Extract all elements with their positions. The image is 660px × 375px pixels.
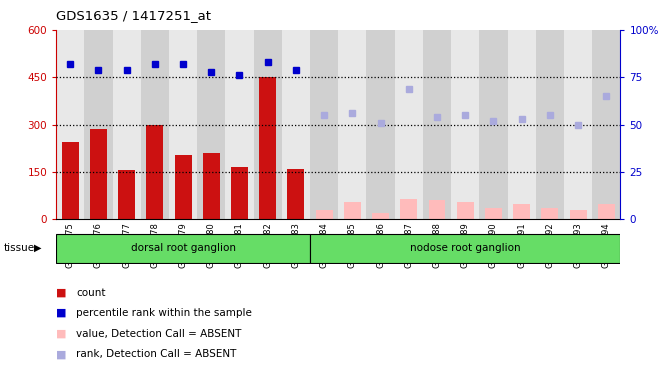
Bar xyxy=(253,30,282,219)
Bar xyxy=(225,30,253,219)
Bar xyxy=(338,30,366,219)
Bar xyxy=(536,30,564,219)
Bar xyxy=(62,142,79,219)
Bar xyxy=(282,30,310,219)
Bar xyxy=(259,77,276,219)
Bar xyxy=(197,30,226,219)
Bar xyxy=(508,30,536,219)
Bar xyxy=(310,234,620,263)
Bar xyxy=(592,30,620,219)
Text: ▶: ▶ xyxy=(34,243,42,253)
Text: dorsal root ganglion: dorsal root ganglion xyxy=(131,243,236,253)
Text: count: count xyxy=(76,288,106,297)
Bar xyxy=(570,210,587,219)
Bar xyxy=(457,202,474,219)
Bar xyxy=(344,202,361,219)
Text: ■: ■ xyxy=(56,329,67,339)
Text: nodose root ganglion: nodose root ganglion xyxy=(410,243,521,253)
Text: rank, Detection Call = ABSENT: rank, Detection Call = ABSENT xyxy=(76,350,236,359)
Bar xyxy=(428,200,446,219)
Bar xyxy=(56,30,84,219)
Text: ■: ■ xyxy=(56,308,67,318)
Bar xyxy=(90,129,107,219)
Bar xyxy=(401,199,417,219)
Bar xyxy=(598,204,614,219)
Bar xyxy=(485,209,502,219)
Bar xyxy=(147,124,163,219)
Bar xyxy=(366,30,395,219)
Bar xyxy=(451,30,479,219)
Text: ■: ■ xyxy=(56,288,67,297)
Bar xyxy=(231,167,248,219)
Text: tissue: tissue xyxy=(3,243,34,253)
Bar xyxy=(203,153,220,219)
Bar xyxy=(175,154,191,219)
Bar xyxy=(564,30,592,219)
Bar xyxy=(513,204,530,219)
Bar xyxy=(423,30,451,219)
Bar xyxy=(479,30,508,219)
Bar xyxy=(118,171,135,219)
Text: GDS1635 / 1417251_at: GDS1635 / 1417251_at xyxy=(56,9,211,22)
Bar xyxy=(372,213,389,219)
Bar xyxy=(169,30,197,219)
Text: percentile rank within the sample: percentile rank within the sample xyxy=(76,308,251,318)
Bar xyxy=(288,169,304,219)
Text: value, Detection Call = ABSENT: value, Detection Call = ABSENT xyxy=(76,329,242,339)
Bar xyxy=(310,30,338,219)
Bar xyxy=(56,234,310,263)
Bar xyxy=(315,210,333,219)
Bar xyxy=(395,30,423,219)
Bar xyxy=(84,30,112,219)
Bar xyxy=(112,30,141,219)
Text: ■: ■ xyxy=(56,350,67,359)
Bar xyxy=(141,30,169,219)
Bar xyxy=(541,209,558,219)
